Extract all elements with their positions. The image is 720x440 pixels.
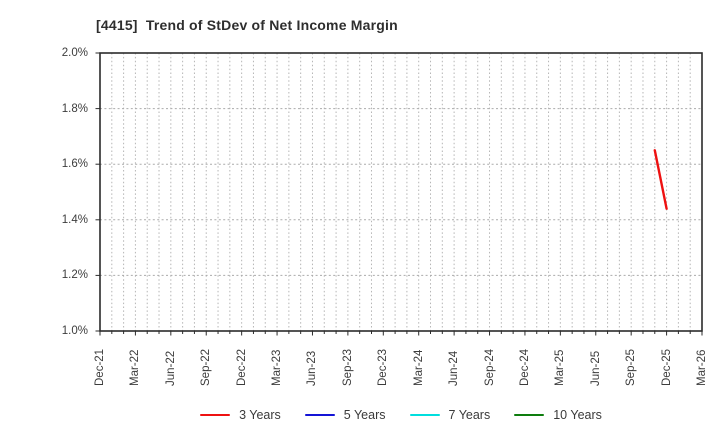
legend-item-3-years: 3 Years xyxy=(200,408,281,422)
x-tick-label: Dec-23 xyxy=(377,348,390,386)
legend-label-5-years: 5 Years xyxy=(343,408,386,422)
legend: 3 Years 5 Years 7 Years 10 Years xyxy=(100,405,702,425)
legend-item-5-years: 5 Years xyxy=(304,408,386,422)
legend-label-3-years: 3 Years xyxy=(239,408,281,422)
series-line-3-years xyxy=(653,149,668,210)
legend-line-swatch-5-years xyxy=(304,413,335,417)
y-tick-label: 1.0% xyxy=(61,325,88,337)
legend-line-swatch-3-years xyxy=(200,413,231,417)
legend-item-7-years: 7 Years xyxy=(409,408,491,422)
x-tick-label: Jun-24 xyxy=(448,350,461,386)
legend-label-7-years: 7 Years xyxy=(448,408,491,422)
x-tick-label: Jun-22 xyxy=(164,350,177,386)
y-tick-label: 1.2% xyxy=(61,269,88,282)
x-tick-label: Mar-24 xyxy=(412,349,425,386)
x-tick-label: Mar-25 xyxy=(554,349,567,386)
legend-line-swatch-7-years xyxy=(409,413,440,417)
x-tick-label: Sep-23 xyxy=(341,348,354,386)
x-tick-label: Jun-25 xyxy=(589,350,602,386)
x-tick-label: Sep-22 xyxy=(200,348,213,386)
legend-label-10-years: 10 Years xyxy=(553,408,602,422)
x-tick-label: Mar-23 xyxy=(271,349,284,386)
x-tick-label: Sep-24 xyxy=(483,348,496,386)
x-tick-label: Dec-25 xyxy=(660,348,673,386)
x-tick-label: Dec-21 xyxy=(94,348,106,386)
x-tick-label: Dec-24 xyxy=(518,348,531,386)
x-tick-label: Mar-22 xyxy=(129,349,142,386)
y-tick-label: 1.6% xyxy=(61,158,88,171)
x-tick-label: Dec-22 xyxy=(235,348,248,386)
x-tick-label: Sep-25 xyxy=(625,348,638,386)
x-tick-label: Jun-23 xyxy=(306,350,319,386)
y-tick-label: 1.8% xyxy=(61,102,88,115)
chart-title: [4415] Trend of StDev of Net Income Marg… xyxy=(96,17,398,33)
y-tick-label: 2.0% xyxy=(61,47,88,59)
y-tick-label: 1.4% xyxy=(61,213,88,226)
plot-border xyxy=(99,52,703,332)
y-axis: 1.0% 1.2% 1.4% 1.6% 1.8% 2.0% xyxy=(0,0,88,440)
legend-item-10-years: 10 Years xyxy=(514,408,602,422)
x-tick-label: Mar-26 xyxy=(696,349,708,386)
legend-line-swatch-10-years xyxy=(514,413,545,417)
